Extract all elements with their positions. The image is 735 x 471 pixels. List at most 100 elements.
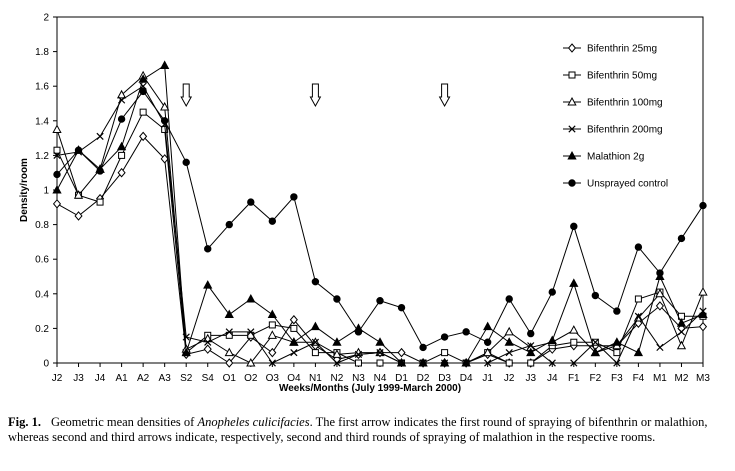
x-tick-label: O2	[244, 373, 258, 384]
data-point	[224, 309, 234, 319]
caption-species: Anopheles culicifacies	[197, 415, 310, 429]
data-point	[676, 318, 687, 327]
data-point	[567, 43, 577, 53]
data-point	[354, 328, 363, 336]
x-tick-label: D3	[438, 373, 451, 384]
data-point	[505, 348, 513, 357]
x-tick-label: N2	[331, 373, 344, 384]
data-point	[570, 222, 578, 231]
legend-label: Bifenthrin 200mg	[587, 125, 663, 136]
x-tick-label: D1	[395, 373, 408, 384]
x-tick-label: M2	[675, 373, 689, 384]
data-point	[311, 277, 320, 286]
data-point	[204, 245, 212, 253]
data-point	[354, 359, 362, 367]
data-point	[354, 350, 363, 358]
data-point	[139, 82, 147, 90]
x-tick-label: J3	[525, 373, 536, 384]
data-point	[376, 297, 384, 305]
y-tick-label: 0.8	[35, 220, 49, 231]
data-point	[117, 115, 126, 123]
data-point	[333, 359, 341, 367]
data-point	[333, 295, 341, 303]
data-point	[698, 309, 708, 319]
y-tick-label: 0.2	[35, 324, 49, 335]
data-point	[203, 280, 213, 289]
data-point	[290, 348, 298, 357]
legend-entry: Bifenthrin 200mg	[563, 125, 663, 136]
x-tick-label: N3	[352, 373, 365, 384]
data-point	[225, 220, 233, 229]
y-tick-label: 0.6	[35, 255, 49, 266]
data-point	[676, 340, 687, 350]
data-point	[247, 198, 255, 206]
x-tick-label: S4	[202, 373, 215, 384]
y-tick-label: 1.2	[35, 151, 49, 162]
data-point	[225, 328, 233, 336]
data-point	[53, 170, 61, 179]
x-tick-label: A3	[159, 373, 172, 384]
caption-text-start: Geometric mean densities of	[50, 415, 198, 429]
data-point	[568, 71, 576, 79]
data-point	[116, 89, 127, 99]
legend-entry: Malathion 2g	[563, 150, 644, 163]
data-point	[397, 347, 406, 358]
data-point	[160, 101, 170, 111]
data-point	[268, 217, 277, 225]
x-tick-label: D4	[460, 373, 473, 384]
data-point	[527, 359, 535, 367]
data-point	[527, 342, 535, 350]
data-point	[483, 321, 493, 331]
data-point	[656, 269, 664, 277]
data-point	[268, 359, 276, 367]
data-point	[634, 243, 643, 251]
data-point	[139, 131, 148, 142]
data-point	[441, 349, 449, 357]
x-tick-label: J4	[95, 373, 106, 384]
x-tick-label: M3	[696, 373, 710, 384]
chart: 0 0.2 0.4 0.6 0.8 1 1.2 1.4 1.6 1.8 2 J2 J3 J4 A1 A2 A3 S…	[19, 13, 710, 395]
data-point	[569, 325, 579, 334]
y-tick-label: 0.4	[35, 289, 49, 300]
data-point	[396, 357, 407, 367]
data-point	[181, 347, 191, 357]
data-point	[73, 190, 84, 199]
x-tick-label: J4	[547, 373, 558, 384]
data-point	[548, 359, 556, 367]
spray-arrow-icon	[438, 83, 451, 108]
data-point	[590, 347, 600, 357]
x-tick-label: O4	[287, 373, 301, 384]
legend-entry: Bifenthrin 25mg	[563, 43, 657, 55]
y-tick-label: 2	[43, 13, 49, 24]
data-point	[397, 303, 406, 312]
data-point	[116, 141, 127, 151]
data-point	[677, 234, 686, 243]
data-point	[570, 338, 578, 346]
x-tick-label: S2	[180, 373, 193, 384]
data-point	[311, 349, 319, 357]
y-axis-title: Density/room	[19, 158, 30, 222]
data-point	[483, 347, 493, 357]
data-point	[613, 307, 621, 315]
x-tick-label: M1	[653, 373, 667, 384]
data-point	[225, 358, 234, 368]
series-unsprayed-control	[53, 87, 707, 352]
data-point	[591, 291, 600, 300]
data-point	[568, 125, 576, 133]
data-point	[568, 179, 576, 187]
data-point	[656, 343, 664, 352]
x-tick-label: A2	[137, 373, 150, 384]
x-tick-label: J2	[52, 373, 63, 384]
data-point	[290, 324, 298, 332]
legend-entry: Bifenthrin 100mg	[563, 96, 663, 109]
data-point	[332, 349, 342, 358]
data-point	[376, 359, 384, 367]
legend-label: Bifenthrin 100mg	[587, 98, 663, 109]
data-point	[117, 96, 126, 104]
figure-caption: Fig. 1. Geometric mean densities of Anoph…	[8, 415, 730, 445]
data-point	[96, 167, 104, 175]
x-tick-label: F2	[589, 373, 601, 384]
x-tick-label: O1	[223, 373, 237, 384]
y-tick-label: 0	[43, 359, 49, 370]
spray-arrow-icon	[180, 83, 193, 108]
